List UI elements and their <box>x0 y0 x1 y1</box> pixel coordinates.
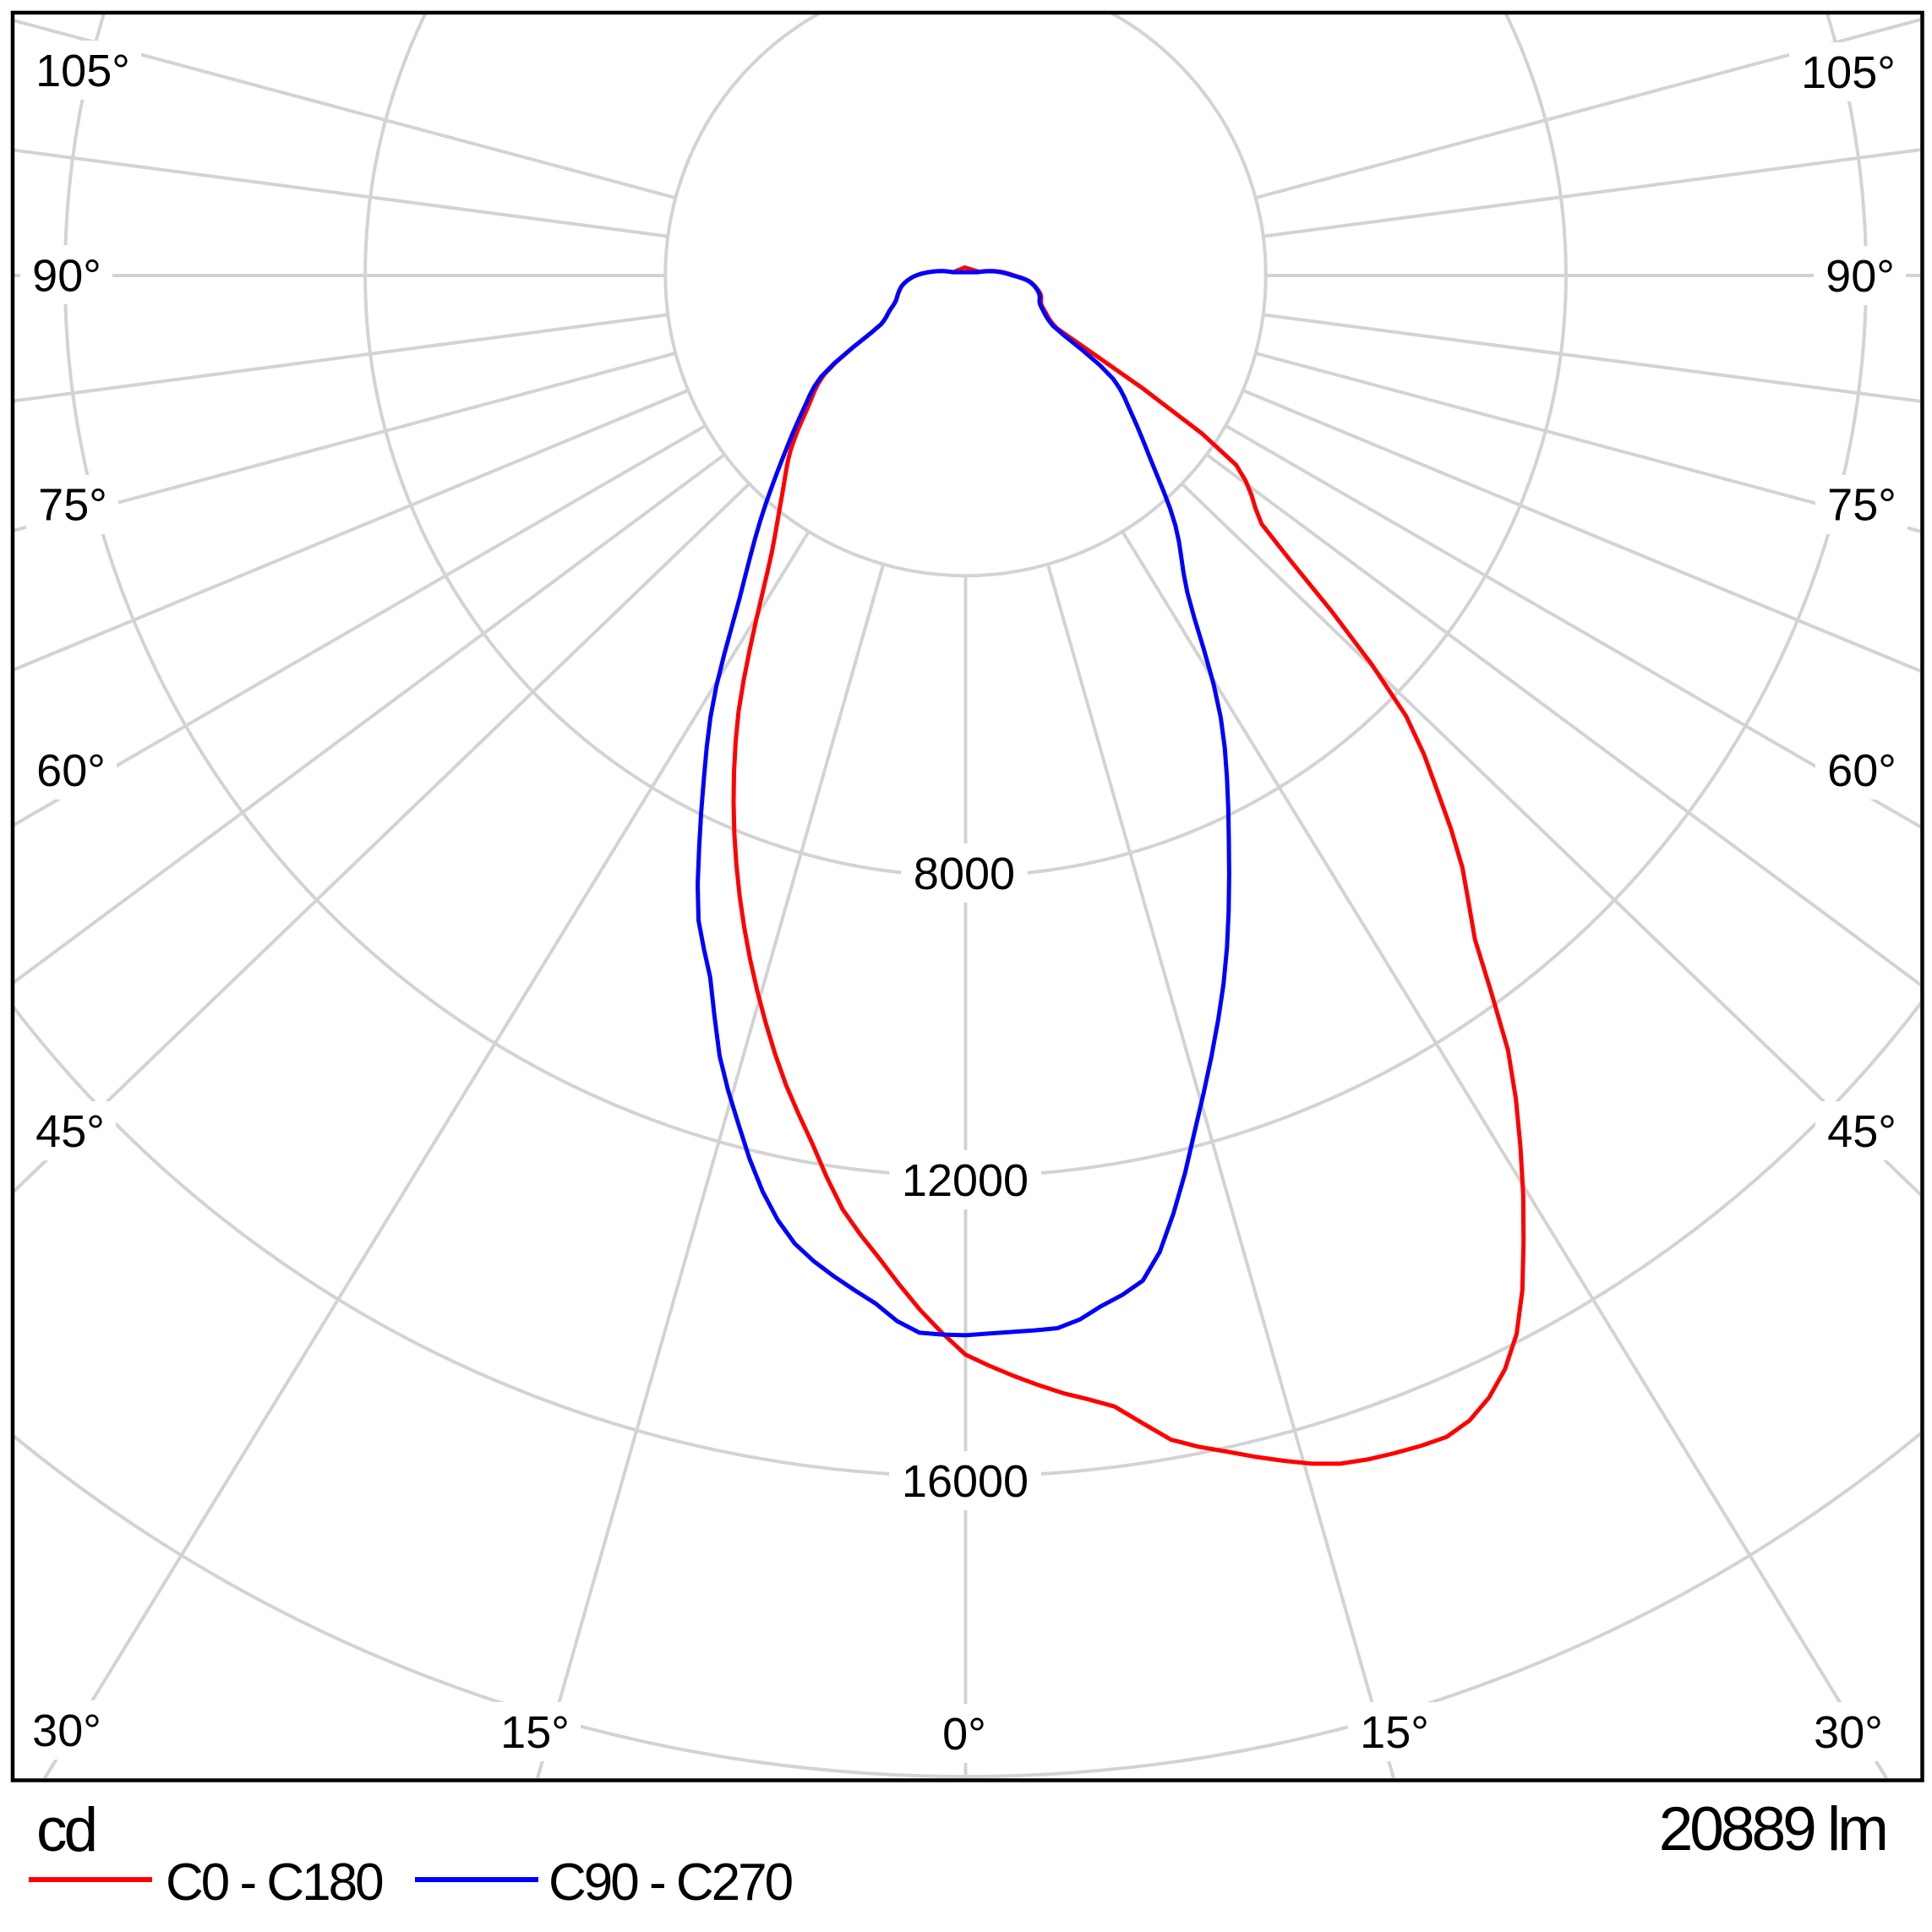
svg-text:105°: 105° <box>1801 47 1896 98</box>
svg-text:12000: 12000 <box>902 1155 1029 1206</box>
svg-text:cd: cd <box>36 1796 95 1864</box>
svg-text:8000: 8000 <box>914 849 1015 899</box>
svg-text:60°: 60° <box>36 745 106 796</box>
svg-text:15°: 15° <box>1360 1707 1429 1758</box>
svg-text:20889 lm: 20889 lm <box>1659 1795 1886 1864</box>
svg-text:45°: 45° <box>35 1106 105 1157</box>
svg-text:45°: 45° <box>1827 1106 1897 1157</box>
svg-text:90°: 90° <box>32 251 101 302</box>
svg-text:15°: 15° <box>500 1707 570 1758</box>
svg-text:60°: 60° <box>1827 745 1897 796</box>
svg-text:16000: 16000 <box>902 1456 1029 1507</box>
svg-text:0°: 0° <box>942 1709 986 1760</box>
svg-text:C90 - C270: C90 - C270 <box>548 1853 793 1912</box>
svg-text:30°: 30° <box>32 1706 101 1756</box>
svg-text:75°: 75° <box>38 480 107 531</box>
svg-text:105°: 105° <box>35 46 130 96</box>
svg-text:C0 - C180: C0 - C180 <box>166 1853 383 1912</box>
svg-text:75°: 75° <box>1827 480 1897 531</box>
svg-text:90°: 90° <box>1826 251 1895 302</box>
svg-text:30°: 30° <box>1814 1707 1883 1758</box>
